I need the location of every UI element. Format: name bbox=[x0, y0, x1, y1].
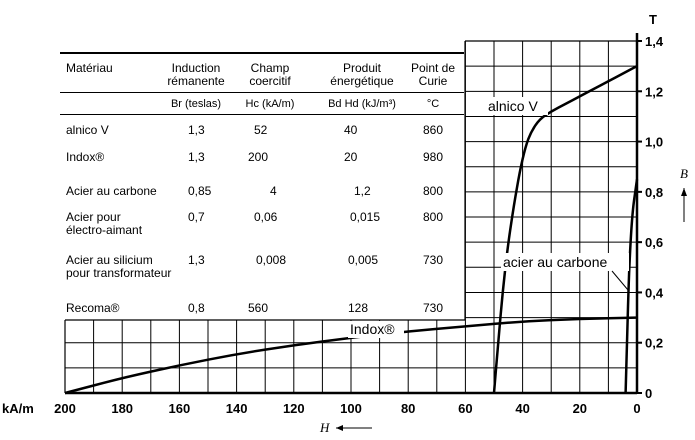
y-unit-label: T bbox=[649, 12, 657, 27]
x-tick-label: 40 bbox=[515, 401, 529, 416]
x-tick-label: 100 bbox=[340, 401, 362, 416]
y-tick-label: 1,2 bbox=[645, 84, 663, 99]
header-col-1: Induction bbox=[171, 61, 221, 75]
x-tick-label: 80 bbox=[401, 401, 415, 416]
x-unit-label: kA/m bbox=[2, 401, 34, 416]
x-tick-label: 20 bbox=[573, 401, 587, 416]
row-hc: 0,008 bbox=[256, 253, 287, 267]
row-br: 0,85 bbox=[188, 184, 212, 198]
label-background bbox=[348, 321, 404, 338]
x-tick-label: 0 bbox=[633, 401, 640, 416]
table-rule bbox=[60, 114, 464, 115]
header-col-1: rémanente bbox=[167, 74, 225, 88]
table-rule bbox=[60, 92, 464, 93]
row-bh: 20 bbox=[344, 150, 358, 164]
annotation-pointer bbox=[611, 270, 629, 291]
x-tick-label: 120 bbox=[283, 401, 305, 416]
row-material: Acier pour bbox=[66, 210, 121, 224]
y-tick-label: 0,2 bbox=[645, 336, 663, 351]
row-tc: 730 bbox=[423, 301, 444, 315]
row-hc: 200 bbox=[248, 150, 269, 164]
row-br: 1,3 bbox=[188, 253, 205, 267]
row-br: 1,3 bbox=[188, 150, 205, 164]
header-col-3: énergétique bbox=[330, 74, 394, 88]
unit-col-4: °C bbox=[426, 98, 440, 110]
label-background bbox=[501, 253, 629, 271]
label-background bbox=[486, 97, 548, 115]
x-tick-label: 60 bbox=[458, 401, 472, 416]
header-col-4: Curie bbox=[418, 74, 448, 88]
series-label-alnico-v: alnico V bbox=[488, 98, 538, 114]
row-tc: 730 bbox=[423, 253, 444, 267]
x-tick-label: 180 bbox=[111, 401, 133, 416]
row-material: Recoma® bbox=[66, 301, 120, 315]
series-line-alnico-v bbox=[492, 64, 638, 394]
row-hc: 4 bbox=[270, 184, 277, 198]
row-tc: 860 bbox=[423, 123, 444, 137]
series-label-acier-au-carbone: acier au carbone bbox=[503, 254, 608, 270]
row-tc: 800 bbox=[423, 210, 444, 224]
x-tick-label: 160 bbox=[169, 401, 191, 416]
header-col-2: coercitif bbox=[249, 74, 291, 88]
row-bh: 1,2 bbox=[354, 184, 371, 198]
y-tick-label: 1,0 bbox=[645, 135, 663, 150]
y-tick-label: 0 bbox=[645, 386, 652, 401]
row-br: 0,7 bbox=[188, 210, 205, 224]
unit-col-3: Bd Hd (kJ/m³) bbox=[328, 98, 396, 110]
series-label-indox: Indox® bbox=[350, 321, 395, 337]
y-tick-label: 1,4 bbox=[645, 34, 664, 49]
row-tc: 980 bbox=[423, 150, 444, 164]
row-material: Acier au silicium bbox=[66, 253, 153, 267]
series-line-acier-au-carbone bbox=[624, 179, 639, 394]
row-bh: 0,005 bbox=[348, 253, 379, 267]
row-material: alnico V bbox=[66, 123, 109, 137]
row-hc: 0,06 bbox=[254, 210, 278, 224]
row-material: Indox® bbox=[66, 150, 105, 164]
y-tick-label: 0,4 bbox=[645, 285, 664, 300]
x-tick-label: 200 bbox=[54, 401, 76, 416]
x-axis-label: H bbox=[319, 420, 330, 435]
row-material: Acier au carbone bbox=[66, 184, 157, 198]
row-hc: 52 bbox=[254, 123, 268, 137]
unit-col-2: Hc (kA/m) bbox=[245, 98, 295, 110]
row-bh: 40 bbox=[344, 123, 358, 137]
row-material: pour transformateur bbox=[66, 266, 172, 280]
series-line-indox bbox=[64, 316, 638, 395]
y-tick-label: 0,6 bbox=[645, 235, 663, 250]
header-col-3: Produit bbox=[342, 61, 382, 75]
table-rule bbox=[60, 52, 464, 54]
header-material: Matériau bbox=[66, 61, 113, 75]
y-axis-label: B bbox=[680, 166, 688, 181]
unit-col-1: Br (teslas) bbox=[170, 98, 222, 110]
row-material: électro-aimant bbox=[66, 223, 143, 237]
header-col-2: Champ bbox=[250, 61, 290, 75]
header-col-4: Point de bbox=[410, 61, 456, 75]
y-tick-label: 0,8 bbox=[645, 185, 663, 200]
row-br: 0,8 bbox=[188, 301, 205, 315]
x-axis-arrowhead bbox=[336, 425, 343, 431]
row-hc: 560 bbox=[248, 301, 269, 315]
row-bh: 128 bbox=[348, 301, 369, 315]
row-bh: 0,015 bbox=[350, 210, 381, 224]
x-tick-label: 140 bbox=[226, 401, 248, 416]
y-axis-arrowhead bbox=[681, 188, 687, 196]
row-tc: 800 bbox=[423, 184, 444, 198]
row-br: 1,3 bbox=[188, 123, 205, 137]
